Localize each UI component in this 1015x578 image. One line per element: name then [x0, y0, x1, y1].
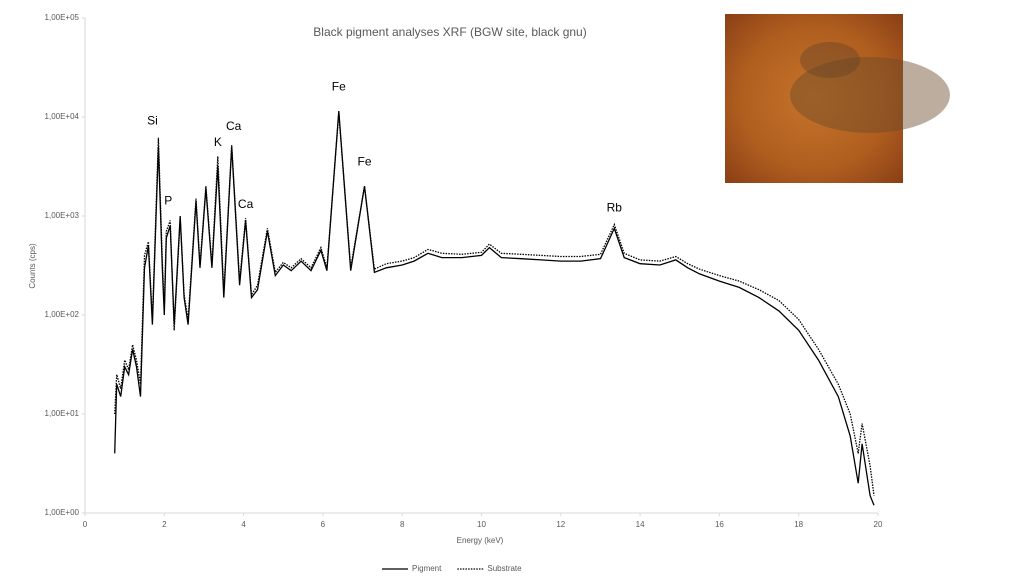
- x-tick-label: 16: [715, 520, 724, 529]
- y-tick-label: 1,00E+01: [45, 409, 80, 418]
- peak-label: Ca: [238, 197, 254, 211]
- y-tick-label: 1,00E+00: [45, 508, 80, 517]
- chart-title: Black pigment analyses XRF (BGW site, bl…: [313, 25, 586, 39]
- x-tick-label: 20: [874, 520, 883, 529]
- x-tick-label: 18: [794, 520, 803, 529]
- legend-label: Pigment: [412, 564, 442, 573]
- peak-label: Ca: [226, 119, 242, 133]
- x-tick-label: 12: [556, 520, 565, 529]
- y-tick-label: 1,00E+03: [45, 211, 80, 220]
- x-tick-label: 2: [162, 520, 167, 529]
- peak-label: Fe: [332, 79, 346, 93]
- x-tick-label: 4: [241, 520, 246, 529]
- peak-label: Rb: [607, 200, 623, 214]
- peak-label: Si: [147, 114, 158, 128]
- x-tick-label: 8: [400, 520, 405, 529]
- y-axis-label: Counts (cps): [28, 243, 37, 289]
- x-tick-label: 6: [321, 520, 326, 529]
- y-tick-label: 1,00E+02: [45, 310, 80, 319]
- legend-label: Substrate: [487, 564, 522, 573]
- x-tick-label: 10: [477, 520, 486, 529]
- peak-label: K: [214, 135, 222, 149]
- series-line: [114, 112, 875, 496]
- peak-label: P: [164, 194, 172, 208]
- y-tick-label: 1,00E+05: [45, 13, 80, 22]
- x-axis-label: Energy (keV): [457, 536, 504, 545]
- x-tick-label: 14: [636, 520, 645, 529]
- peak-label: Fe: [358, 154, 372, 168]
- inset-photo: [725, 14, 950, 183]
- y-tick-label: 1,00E+04: [45, 112, 80, 121]
- x-tick-label: 0: [83, 520, 88, 529]
